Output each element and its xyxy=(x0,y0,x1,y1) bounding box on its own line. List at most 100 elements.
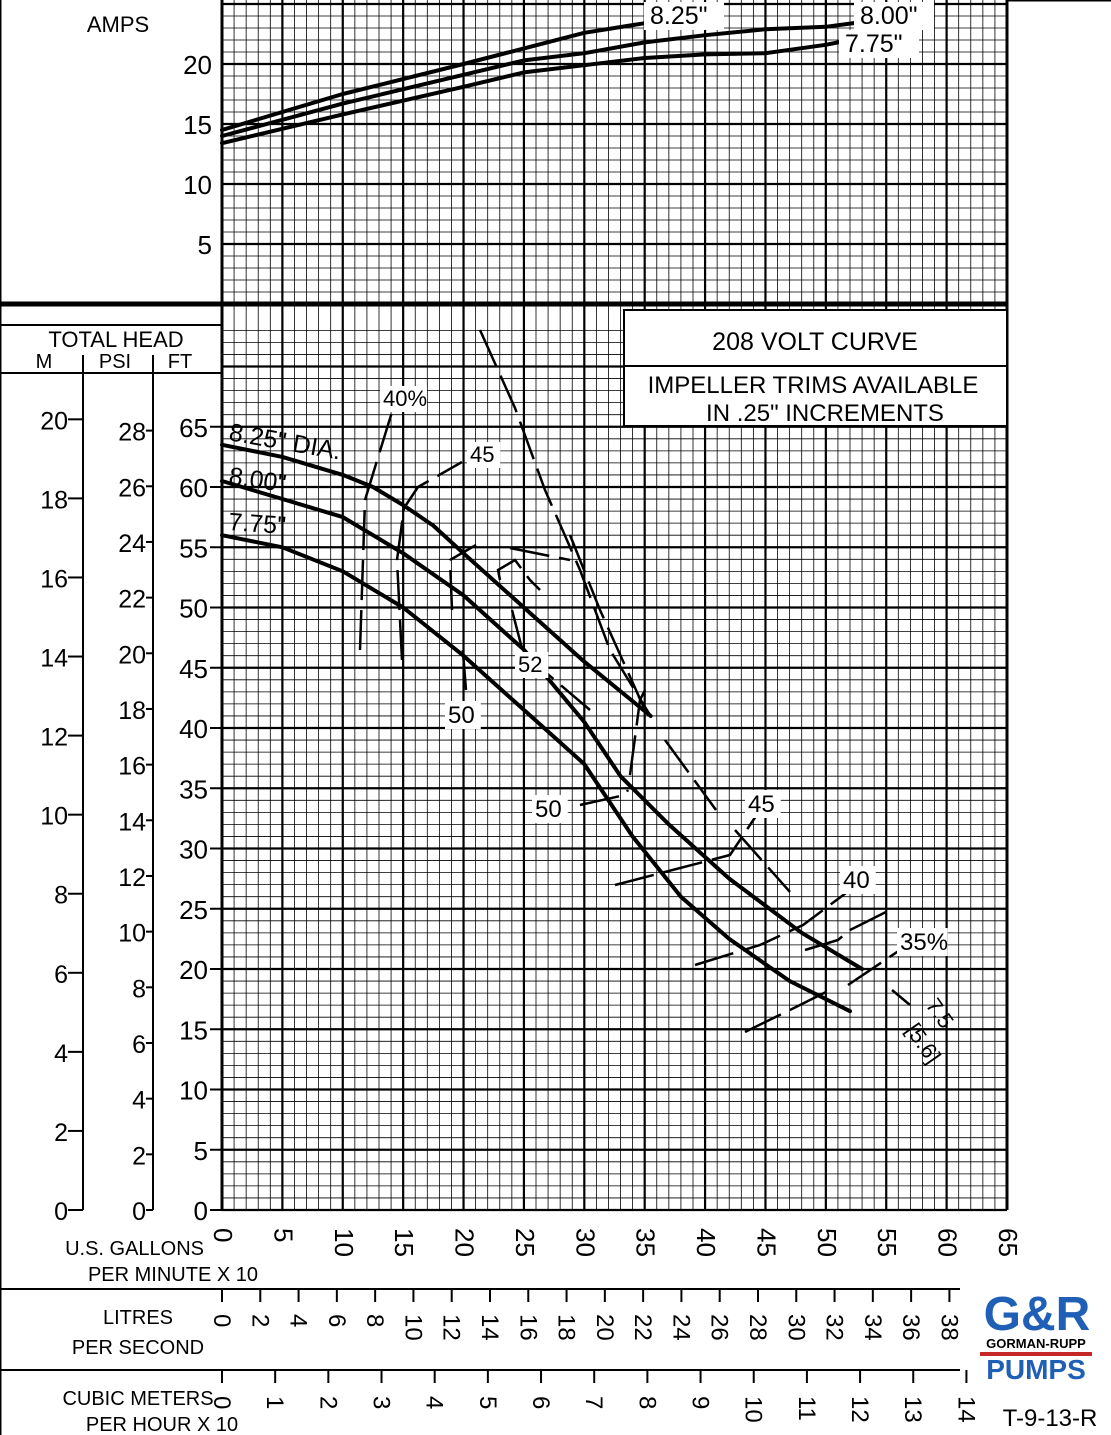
gpm-tick-label: 10 xyxy=(329,1228,359,1257)
psi-tick-label: 10 xyxy=(118,920,146,948)
litres-tick-label: 36 xyxy=(897,1314,924,1341)
psi-tick-label: 2 xyxy=(132,1142,146,1170)
efficiency-label: 35% xyxy=(900,929,948,956)
ft-tick-label: 0 xyxy=(194,1196,208,1226)
efficiency-label: 45 xyxy=(470,442,494,467)
brand-middle-bg xyxy=(980,1335,1092,1353)
chart-subtitle-1: IMPELLER TRIMS AVAILABLE xyxy=(648,372,979,399)
litres-tick-label: 20 xyxy=(591,1314,618,1341)
amps-series-label-bg xyxy=(644,2,724,30)
psi-tick-label: 28 xyxy=(118,419,146,447)
litres-tick-label: 38 xyxy=(935,1314,962,1341)
psi-tick-label: 24 xyxy=(118,530,146,558)
psi-tick-label: 14 xyxy=(118,808,146,836)
m-tick-label: 4 xyxy=(54,1040,68,1068)
cubic-tick-label: 6 xyxy=(527,1396,554,1409)
ft-tick-label: 30 xyxy=(179,835,208,865)
litres-tick-label: 30 xyxy=(782,1314,809,1341)
amps-axis-label: AMPS xyxy=(87,12,149,37)
head-series-label: 8.00" xyxy=(227,462,288,498)
m-tick-label: 2 xyxy=(54,1119,68,1147)
title-box xyxy=(623,309,1008,367)
amps-tick-label: 10 xyxy=(183,170,212,200)
amps-tick-label: 15 xyxy=(183,110,212,140)
efficiency-contour xyxy=(744,988,831,1034)
ft-tick-label: 10 xyxy=(179,1076,208,1106)
litres-tick-label: 26 xyxy=(706,1314,733,1341)
gpm-tick-label: 60 xyxy=(933,1228,963,1257)
cubic-tick-label: 3 xyxy=(368,1396,395,1409)
head-unit-ft: FT xyxy=(168,351,192,373)
litres-tick-label: 28 xyxy=(744,1314,771,1341)
m-tick-label: 12 xyxy=(40,724,68,752)
efficiency-label-bg xyxy=(532,795,568,823)
efficiency-contour xyxy=(478,329,652,716)
chart-subtitle-2: IN .25" INCREMENTS xyxy=(706,400,944,427)
amps-series-label: 8.00" xyxy=(860,2,918,30)
cubic-tick-label: 7 xyxy=(580,1396,607,1409)
psi-tick-label: 22 xyxy=(118,586,146,614)
ft-tick-label: 45 xyxy=(179,654,208,684)
head-unit-m: M xyxy=(36,351,53,373)
m-tick-label: 0 xyxy=(54,1198,68,1226)
cubic-tick-label: 5 xyxy=(474,1396,501,1409)
ft-tick-label: 65 xyxy=(179,413,208,443)
litres-tick-label: 16 xyxy=(514,1314,541,1341)
gpm-tick-label: 55 xyxy=(872,1228,902,1257)
cubic-tick-label: 4 xyxy=(421,1396,448,1409)
psi-tick-label: 4 xyxy=(132,1087,146,1115)
grid xyxy=(220,0,1009,1212)
amps-curve xyxy=(220,21,647,132)
efficiency-label-bg xyxy=(467,442,501,468)
efficiency-label-bg xyxy=(745,790,781,818)
efficiency-contour xyxy=(663,739,718,811)
litres-tick-label: 12 xyxy=(438,1314,465,1341)
subtitle-box xyxy=(623,365,1008,427)
brand-accent-bar xyxy=(980,1352,1092,1356)
cubic-label-2: PER HOUR X 10 xyxy=(86,1414,238,1435)
ft-tick-label: 50 xyxy=(179,594,208,624)
litres-tick-label: 0 xyxy=(208,1314,235,1327)
efficiency-contour xyxy=(694,888,851,967)
ft-tick-label: 60 xyxy=(179,473,208,503)
efficiency-contour xyxy=(628,689,647,776)
m-tick-label: 18 xyxy=(40,486,68,514)
head-unit-psi: PSI xyxy=(99,351,131,373)
psi-tick-label: 18 xyxy=(118,697,146,725)
cubic-tick-label: 1 xyxy=(261,1396,288,1409)
amps-curve xyxy=(220,38,852,146)
m-tick-label: 6 xyxy=(54,961,68,989)
psi-tick-label: 8 xyxy=(132,975,146,1003)
cubic-tick-label: 12 xyxy=(846,1396,873,1423)
gpm-tick-label: 5 xyxy=(268,1228,298,1242)
gpm-tick-label: 15 xyxy=(389,1228,419,1257)
efficiency-contour xyxy=(509,546,571,562)
efficiency-contour xyxy=(568,534,647,711)
efficiency-contour xyxy=(734,829,791,893)
efficiency-label-bg xyxy=(840,866,876,894)
amps-tick-label: 5 xyxy=(198,230,212,260)
litres-tick-label: 10 xyxy=(399,1314,426,1341)
efficiency-contour xyxy=(579,789,630,807)
head-curve xyxy=(220,479,865,971)
litres-tick-label: 4 xyxy=(285,1314,312,1327)
psi-tick-label: 26 xyxy=(118,474,146,502)
head-curve xyxy=(220,533,852,1014)
ft-tick-label: 5 xyxy=(194,1136,208,1166)
amps-tick-label: 20 xyxy=(183,50,212,80)
ft-tick-label: 40 xyxy=(179,714,208,744)
ft-tick-label: 25 xyxy=(179,895,208,925)
ft-tick-label: 55 xyxy=(179,533,208,563)
m-tick-label: 8 xyxy=(54,882,68,910)
cubic-tick-label: 9 xyxy=(687,1396,714,1409)
chart-title: 208 VOLT CURVE xyxy=(712,328,918,356)
gpm-axis-label-1: U.S. GALLONS xyxy=(65,1238,204,1260)
cubic-label-1: CUBIC METERS xyxy=(62,1388,213,1410)
efficiency-contour xyxy=(510,609,527,661)
gpm-tick-label: 45 xyxy=(751,1228,781,1257)
psi-tick-label: 12 xyxy=(118,864,146,892)
amps-series-label-bg xyxy=(854,2,934,30)
